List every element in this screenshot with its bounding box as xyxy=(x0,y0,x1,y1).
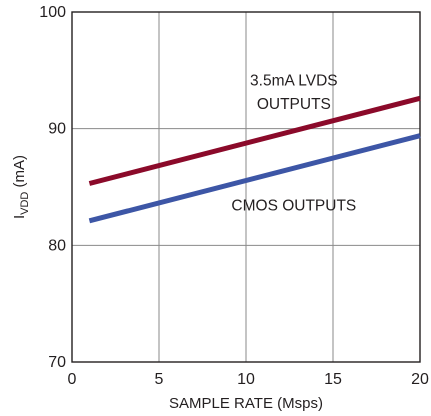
y-axis-title-subscript: VDD xyxy=(19,192,31,215)
plot-frame xyxy=(71,11,421,363)
series-layer xyxy=(88,95,421,224)
series-line-1 xyxy=(88,95,421,186)
y-axis-title: IVDD (mA) xyxy=(11,155,31,219)
y-axis-title-main: I xyxy=(11,215,28,219)
x-tick-label: 10 xyxy=(237,371,255,388)
y-tick-label: 80 xyxy=(48,237,66,254)
y-tick-label: 70 xyxy=(48,354,66,371)
x-tick-label: 15 xyxy=(324,371,342,388)
grid xyxy=(72,12,420,362)
series-annotation-1: 3.5mA LVDS xyxy=(250,73,338,90)
x-tick-labels: 0 5 10 15 20 xyxy=(68,371,429,388)
y-axis-title-unit: (mA) xyxy=(11,155,28,192)
y-tick-labels: 70 80 90 100 xyxy=(39,4,66,371)
y-tick-label: 100 xyxy=(39,4,66,21)
series-annotation-1: OUTPUTS xyxy=(257,96,331,113)
x-tick-label: 5 xyxy=(155,371,164,388)
x-tick-label: 0 xyxy=(68,371,77,388)
x-tick-label: 20 xyxy=(411,371,429,388)
annotations: 3.5mA LVDS OUTPUTS CMOS OUTPUTS xyxy=(231,73,356,215)
x-axis-title: SAMPLE RATE (Msps) xyxy=(169,395,323,412)
series-line-2 xyxy=(88,133,421,224)
series-annotation-2: CMOS OUTPUTS xyxy=(231,197,356,214)
y-tick-label: 90 xyxy=(48,121,66,138)
